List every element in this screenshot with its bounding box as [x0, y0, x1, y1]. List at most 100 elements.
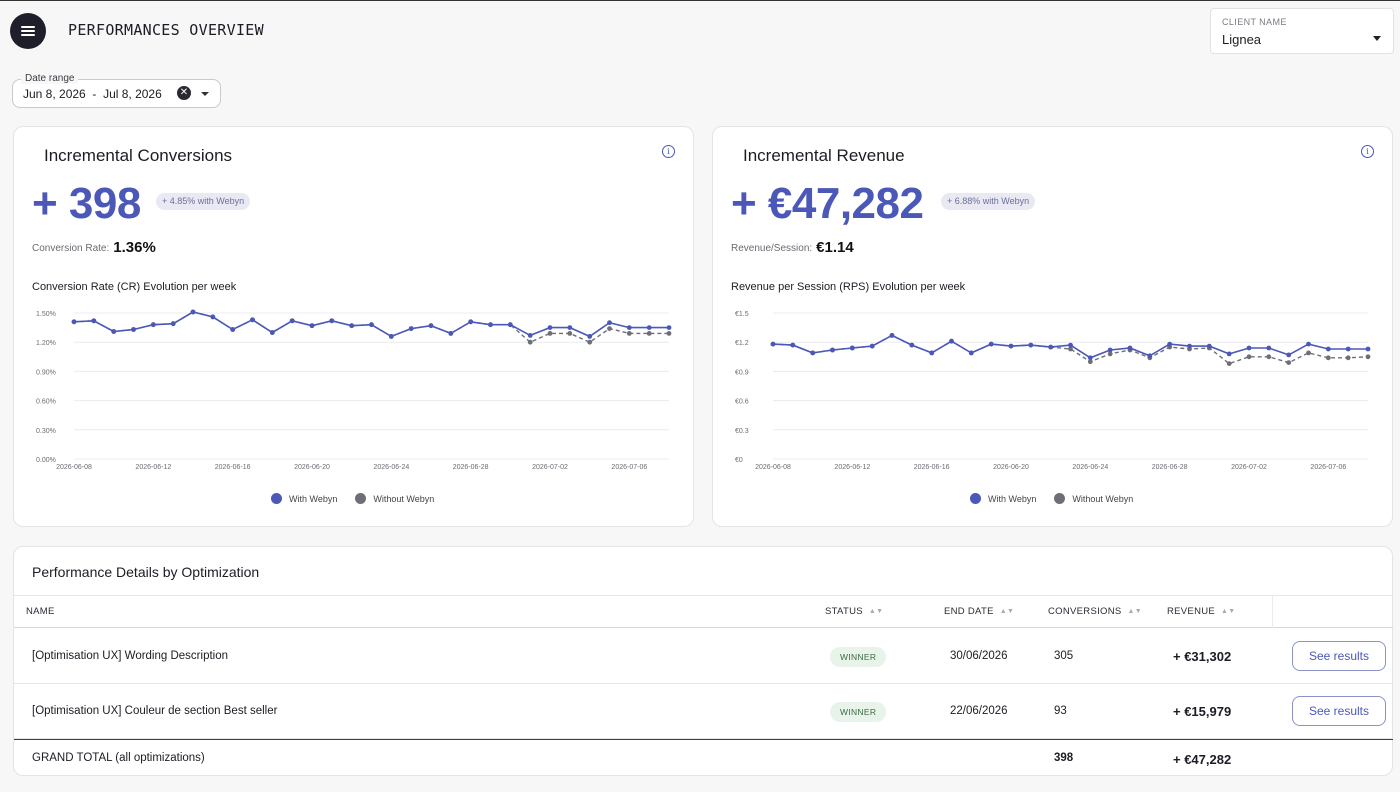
data-point-without	[666, 331, 672, 336]
chart-legend: With Webyn Without Webyn	[271, 493, 434, 504]
y-tick-label: 0.90%	[36, 369, 56, 376]
performance-details-card: Performance Details by Optimization NAME…	[13, 546, 1393, 776]
data-point-with	[1325, 346, 1331, 352]
data-point-with	[869, 343, 875, 349]
data-point-with	[1167, 341, 1173, 347]
kpi-sub-label: Revenue/Session:	[731, 243, 813, 254]
column-header-revenue[interactable]: REVENUE ▲▼	[1167, 606, 1236, 617]
legend-dot-icon	[355, 493, 367, 504]
data-point-without	[626, 331, 632, 336]
row-name: [Optimisation UX] Couleur de section Bes…	[32, 705, 278, 717]
y-tick-label: €1.5	[735, 311, 749, 318]
kpi-badge: + 6.88% with Webyn	[941, 193, 1036, 210]
y-tick-label: 0.30%	[36, 428, 56, 435]
y-tick-label: €1.2	[735, 340, 749, 347]
legend-item-with[interactable]: With Webyn	[271, 493, 337, 504]
data-point-without	[1306, 350, 1311, 356]
data-point-with	[527, 333, 533, 338]
column-header-name[interactable]: NAME	[26, 606, 55, 617]
x-tick-label: 2026-06-12	[834, 464, 870, 471]
client-name-select[interactable]: CLIENT NAME Lignea	[1210, 8, 1394, 54]
data-point-without	[1365, 354, 1371, 360]
legend-label-without: Without Webyn	[1072, 493, 1134, 504]
data-point-without	[1107, 351, 1113, 357]
data-point-with	[1008, 343, 1014, 349]
date-range-value: Jun 8, 2026 - Jul 8, 2026	[23, 87, 162, 101]
y-tick-label: €0	[735, 457, 743, 464]
data-point-with	[91, 318, 97, 324]
clear-icon[interactable]: ✕	[177, 86, 191, 100]
chart-legend: With Webyn Without Webyn	[970, 493, 1133, 504]
y-tick-label: €0.9	[735, 369, 749, 376]
kpi-sub-label: Conversion Rate:	[32, 243, 110, 254]
data-point-with	[190, 309, 196, 315]
see-results-button[interactable]: See results	[1292, 696, 1386, 726]
data-point-with	[1068, 342, 1073, 348]
grand-total-row: GRAND TOTAL (all optimizations) 398 + €4…	[14, 739, 1393, 776]
kpi-sub-value: €1.14	[816, 239, 854, 256]
y-tick-label: 0.60%	[36, 399, 56, 406]
dropdown-caret-icon[interactable]	[201, 92, 209, 96]
data-point-with	[949, 338, 954, 344]
column-header-status[interactable]: STATUS ▲▼	[825, 606, 883, 617]
data-point-with	[150, 322, 156, 328]
status-badge: WINNER	[830, 702, 887, 722]
data-point-with	[988, 341, 994, 347]
sort-icon[interactable]: ▲▼	[999, 608, 1015, 615]
info-icon[interactable]: i	[1361, 145, 1374, 158]
page-title: PERFORMANCES OVERVIEW	[68, 21, 264, 39]
data-point-with	[448, 331, 454, 336]
x-tick-label: 2026-06-20	[294, 464, 330, 471]
data-point-with	[889, 333, 895, 338]
menu-button[interactable]	[10, 13, 46, 49]
legend-label-with: With Webyn	[289, 493, 338, 504]
info-icon[interactable]: i	[662, 145, 675, 158]
data-point-with	[1028, 342, 1034, 348]
top-border	[0, 0, 1400, 1]
data-point-with	[1087, 355, 1093, 361]
data-point-with	[488, 322, 493, 328]
sort-icon[interactable]: ▲▼	[1221, 608, 1236, 615]
column-header-label: REVENUE	[1167, 606, 1216, 617]
sort-icon[interactable]: ▲▼	[1127, 608, 1142, 615]
kpi-sub-value: 1.36%	[113, 239, 156, 256]
data-point-with	[170, 321, 176, 327]
table-row: [Optimisation UX] Wording Description WI…	[14, 629, 1393, 684]
data-point-without	[1226, 361, 1232, 366]
data-point-with	[849, 345, 855, 351]
data-point-without	[1266, 354, 1272, 360]
x-tick-label: 2026-06-16	[215, 464, 251, 471]
y-tick-label: €0.6	[735, 399, 749, 406]
data-point-with	[929, 350, 935, 356]
data-point-without	[1246, 354, 1252, 360]
legend-item-without[interactable]: Without Webyn	[355, 493, 434, 504]
kpi-sub-metric: Revenue/Session: €1.14	[731, 238, 854, 256]
column-header-conversions[interactable]: CONVERSIONS ▲▼	[1048, 606, 1142, 617]
kpi-value: + 398	[32, 179, 141, 228]
x-tick-label: 2026-06-28	[1152, 464, 1188, 471]
see-results-button[interactable]: See results	[1292, 641, 1386, 671]
column-header-end-date[interactable]: END DATE ▲▼	[944, 606, 1014, 617]
data-point-with	[1365, 346, 1371, 352]
column-header-label: NAME	[26, 606, 55, 617]
legend-item-without[interactable]: Without Webyn	[1054, 493, 1133, 504]
data-point-with	[909, 342, 915, 348]
date-range-picker[interactable]: Date range Jun 8, 2026 - Jul 8, 2026 ✕	[12, 73, 221, 108]
kpi-title: Incremental Conversions	[44, 146, 233, 165]
legend-label-without: Without Webyn	[373, 493, 435, 504]
data-point-with	[289, 318, 295, 324]
data-point-with	[646, 325, 652, 330]
y-tick-label: 0.00%	[36, 457, 56, 464]
data-point-with	[1226, 351, 1232, 357]
series-line-without	[73, 311, 669, 344]
kpi-card-conversions: Incremental Conversions i + 398 + 4.85% …	[13, 126, 694, 527]
sort-icon[interactable]: ▲▼	[868, 608, 884, 615]
x-tick-label: 2026-07-06	[1310, 464, 1346, 471]
x-tick-label: 2026-06-16	[914, 464, 950, 471]
row-revenue: + €31,302	[1173, 649, 1232, 664]
date-range-label: Date range	[21, 73, 79, 84]
data-point-with	[567, 325, 573, 330]
x-tick-label: 2026-07-06	[611, 464, 647, 471]
legend-item-with[interactable]: With Webyn	[970, 493, 1036, 504]
data-point-with	[1246, 345, 1252, 351]
